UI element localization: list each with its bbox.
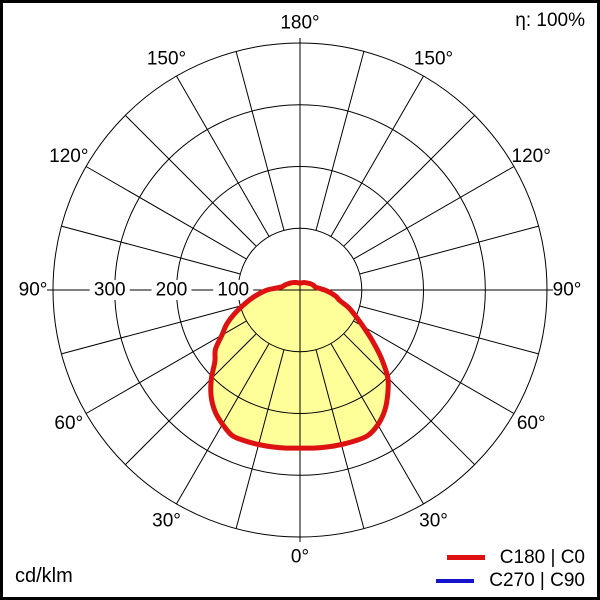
angle-label: 120° — [512, 146, 551, 167]
grid-spoke — [353, 320, 515, 414]
grid-spoke — [315, 349, 365, 529]
grid-spoke — [343, 333, 476, 466]
angle-label: 180° — [280, 13, 319, 34]
legend: C180 | C0 C270 | C90 — [436, 546, 585, 592]
legend-item-c270-c90: C270 | C90 — [436, 569, 585, 592]
radial-label-bg — [151, 280, 192, 300]
angle-label: 30° — [419, 511, 448, 532]
radial-tick-label: 300 — [94, 280, 126, 301]
grid-spoke — [85, 166, 247, 260]
grid-spoke — [176, 75, 270, 237]
grid-spoke — [359, 305, 539, 355]
grid-spoke — [235, 51, 285, 231]
legend-label-c270-c90: C270 | C90 — [489, 569, 585, 591]
radial-tick-label: 200 — [156, 280, 188, 301]
angle-label: 60° — [54, 413, 83, 434]
radial-tick-label: 100 — [217, 280, 249, 301]
angle-label: 120° — [49, 146, 88, 167]
grid-spoke — [61, 305, 241, 355]
grid-spoke — [359, 225, 539, 275]
angle-label: 90° — [19, 280, 48, 301]
grid-spoke — [343, 114, 476, 247]
radial-label-bg — [213, 280, 254, 300]
grid-spoke — [330, 75, 424, 237]
angle-label: 150° — [414, 48, 453, 69]
grid-spoke — [315, 51, 365, 231]
efficiency-label: η: 100% — [515, 10, 585, 31]
angle-label: 60° — [517, 413, 546, 434]
polar-chart-canvas: 300 200 100 180° 150° 150° 120° 120° 90° 90° 60° 60… — [19, 13, 582, 568]
unit-label: cd/klm — [15, 565, 73, 587]
angle-label: 0° — [291, 547, 309, 568]
radial-label-bg — [89, 280, 130, 300]
legend-item-c180-c0: C180 | C0 — [446, 546, 585, 569]
grid-spoke — [61, 225, 241, 275]
angle-label: 30° — [152, 511, 181, 532]
angle-label: 150° — [147, 48, 186, 69]
angle-label: 90° — [553, 280, 582, 301]
grid-spoke — [353, 166, 515, 260]
grid-spoke — [124, 114, 257, 247]
blue-curve-swatch-icon — [436, 578, 475, 583]
grid-spoke — [235, 349, 285, 529]
red-curve-swatch-icon — [446, 555, 485, 560]
legend-label-c180-c0: C180 | C0 — [499, 546, 585, 568]
intensity-curve-c180-c0 — [208, 279, 391, 451]
grid-spoke — [124, 333, 257, 466]
